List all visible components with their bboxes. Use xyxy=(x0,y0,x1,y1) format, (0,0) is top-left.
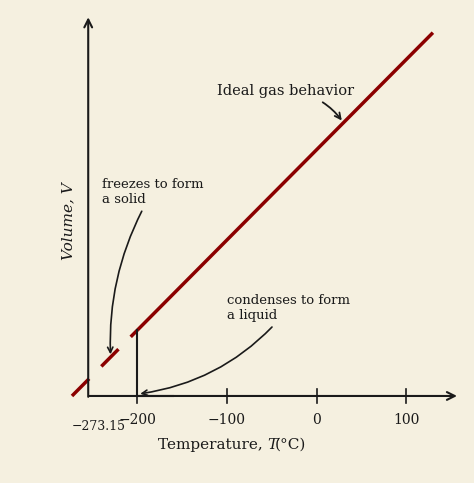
Text: Ideal gas behavior: Ideal gas behavior xyxy=(217,84,354,119)
Text: −273.15: −273.15 xyxy=(72,420,126,433)
Text: −200: −200 xyxy=(118,413,156,427)
Text: 100: 100 xyxy=(393,413,419,427)
Text: 0: 0 xyxy=(312,413,321,427)
Text: −100: −100 xyxy=(208,413,246,427)
Text: Temperature,: Temperature, xyxy=(158,438,267,452)
Text: condenses to form
a liquid: condenses to form a liquid xyxy=(142,294,350,395)
Text: Volume, V: Volume, V xyxy=(62,183,75,260)
Text: T: T xyxy=(267,438,277,452)
Text: (°C): (°C) xyxy=(274,438,306,452)
Text: freezes to form
a solid: freezes to form a solid xyxy=(101,178,203,353)
